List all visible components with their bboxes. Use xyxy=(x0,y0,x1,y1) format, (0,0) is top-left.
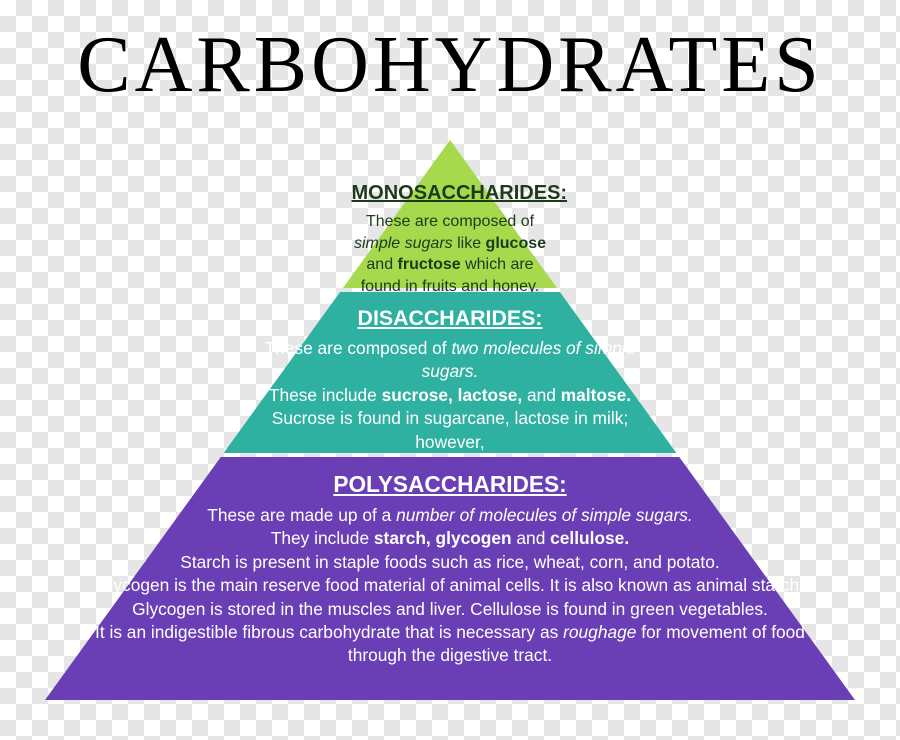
tier-poly-text: POLYSACCHARIDES: These are made up of a … xyxy=(77,471,822,668)
tier-poly-body: These are made up of a number of molecul… xyxy=(77,504,822,668)
tier-poly-heading: POLYSACCHARIDES: xyxy=(77,471,822,498)
infographic-stage: CARBOHYDRATES MONOSACCHARIDES: These are… xyxy=(0,0,900,740)
